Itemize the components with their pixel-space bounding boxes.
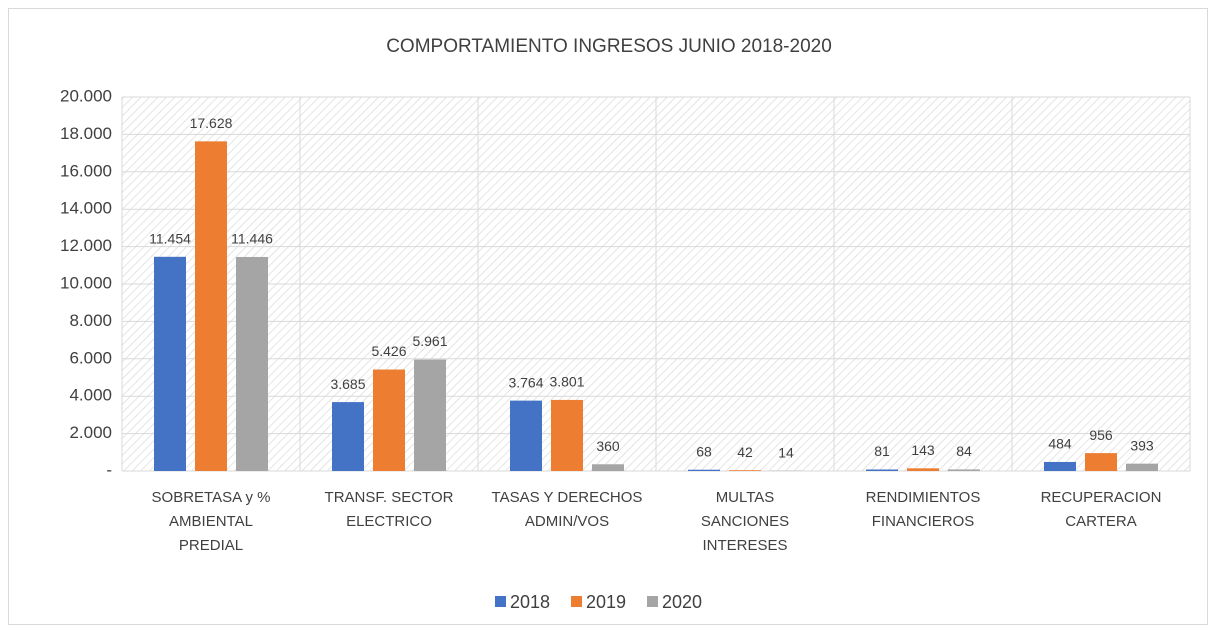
- x-tick-label-line: ELECTRICO: [346, 513, 432, 530]
- y-tick-label: 14.000: [60, 199, 112, 218]
- legend-label: 2019: [586, 592, 626, 612]
- y-tick-label: 8.000: [69, 311, 112, 330]
- bar: [414, 359, 446, 471]
- data-label: 3.764: [508, 374, 543, 390]
- x-tick-label: SOBRETASA y % AMBIENTAL PREDIAL: [152, 489, 271, 554]
- bar: [688, 469, 720, 471]
- bar: [195, 141, 227, 472]
- data-label: 360: [596, 438, 620, 454]
- x-tick-label-line: AMBIENTAL: [169, 513, 253, 530]
- x-tick-label-line: MULTAS: [716, 489, 775, 506]
- x-tick-label-line: TASAS Y DERECHOS: [492, 489, 643, 506]
- bar: [729, 470, 761, 471]
- x-tick-label-line: INTERESES: [702, 537, 787, 554]
- x-tick-label-line: PREDIAL: [179, 537, 243, 554]
- bar: [154, 256, 186, 471]
- y-tick-label: 18.000: [60, 124, 112, 143]
- y-tick-label: 6.000: [69, 348, 112, 367]
- bar: [510, 400, 542, 471]
- bar: [1126, 463, 1158, 471]
- data-label: 11.454: [149, 231, 191, 247]
- bar: [592, 464, 624, 471]
- data-label: 84: [956, 443, 972, 459]
- data-label: 17.628: [190, 115, 233, 131]
- bar: [948, 469, 980, 471]
- data-label: 3.801: [549, 374, 584, 390]
- y-tick-label: 2.000: [69, 423, 112, 442]
- chart-title: COMPORTAMIENTO INGRESOS JUNIO 2018-2020: [386, 36, 832, 57]
- data-label: 393: [1130, 437, 1154, 453]
- y-tick-label: -: [106, 460, 112, 479]
- data-label: 5.961: [412, 333, 447, 349]
- bar: [236, 256, 268, 471]
- y-tick-label: 12.000: [60, 236, 112, 255]
- data-label: 956: [1089, 427, 1113, 443]
- bar: [373, 369, 405, 471]
- bar: [907, 468, 939, 471]
- x-tick-label: TASAS Y DERECHOS ADMIN/VOS: [492, 489, 643, 530]
- x-tick-label-line: SANCIONES: [701, 513, 789, 530]
- y-tick-label: 20.000: [60, 86, 112, 105]
- x-tick-label-line: TRANSF. SECTOR: [325, 489, 454, 506]
- legend-swatch: [647, 596, 658, 607]
- data-label: 3.685: [330, 376, 365, 392]
- x-tick-label-line: SOBRETASA y %: [152, 489, 271, 506]
- data-label: 81: [874, 443, 890, 459]
- x-tick-label-line: CARTERA: [1065, 513, 1136, 530]
- x-tick-label-line: FINANCIEROS: [872, 513, 975, 530]
- y-tick-label: 16.000: [60, 161, 112, 180]
- legend-swatch: [571, 596, 582, 607]
- bar: [551, 399, 583, 471]
- bar: [1085, 453, 1117, 471]
- legend-label: 2020: [662, 592, 702, 612]
- y-tick-label: 10.000: [60, 273, 112, 292]
- bar: [1044, 461, 1076, 471]
- x-tick-label-line: RECUPERACION: [1041, 489, 1162, 506]
- bar: [866, 469, 898, 471]
- x-tick-label: RENDIMIENTOS FINANCIEROS: [866, 489, 981, 530]
- legend-label: 2018: [510, 592, 550, 612]
- x-tick-label: TRANSF. SECTOR ELECTRICO: [325, 489, 454, 530]
- data-label: 484: [1048, 436, 1072, 452]
- bar: [332, 402, 364, 471]
- x-tick-label-line: RENDIMIENTOS: [866, 489, 981, 506]
- data-label: 68: [696, 443, 712, 459]
- legend-swatch: [495, 596, 506, 607]
- x-tick-label-line: ADMIN/VOS: [525, 513, 609, 530]
- data-label: 14: [778, 444, 794, 460]
- data-label: 42: [737, 444, 753, 460]
- data-label: 11.446: [231, 231, 273, 247]
- data-label: 5.426: [371, 343, 406, 359]
- y-tick-label: 4.000: [69, 386, 112, 405]
- x-tick-label: MULTAS SANCIONES INTERESES: [701, 489, 789, 554]
- x-tick-label: RECUPERACION CARTERA: [1041, 489, 1162, 530]
- data-label: 143: [911, 442, 935, 458]
